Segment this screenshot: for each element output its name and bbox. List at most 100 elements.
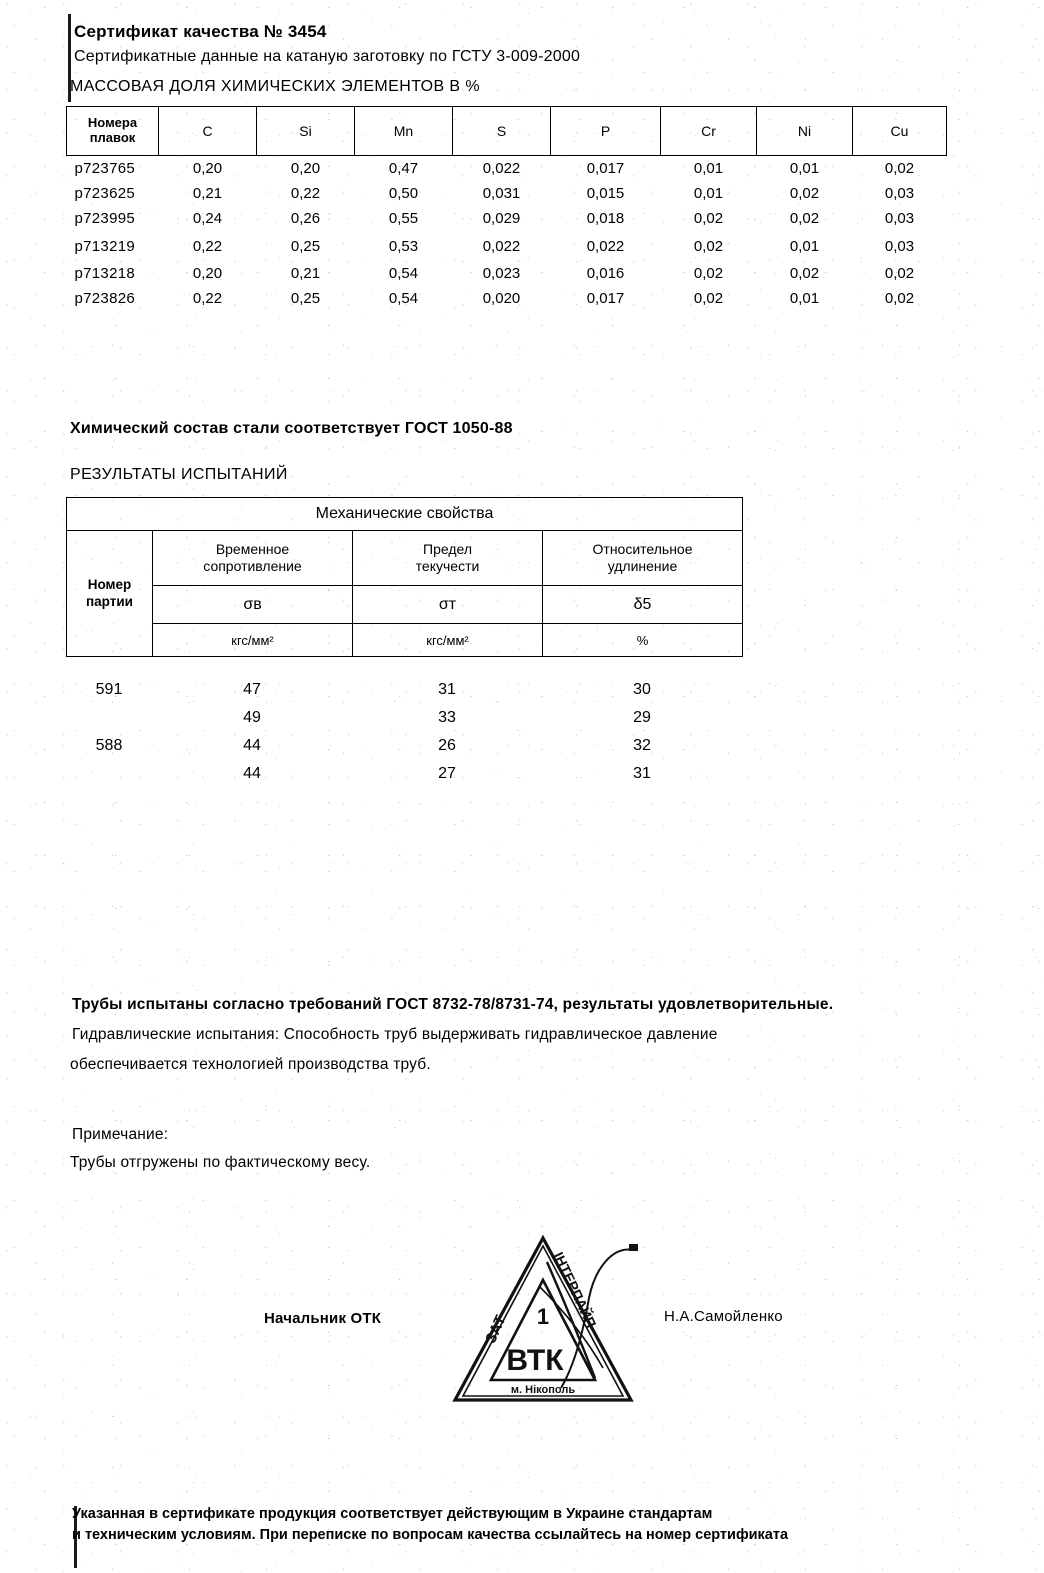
chem-cell-cr: 0,02 [693, 237, 724, 255]
chem-cell-cu: 0,03 [884, 185, 915, 202]
chem-col-header-ni: Ni [756, 106, 853, 156]
chem-col-header-heat-line2: плавок [89, 130, 136, 145]
chem-cell-p: 0,016 [586, 265, 625, 282]
chem-cell-c: 0,24 [192, 210, 223, 227]
mech-symbol-elongation: δ5 [541, 585, 744, 624]
mech-col-header-tensile-line1: Временное [215, 540, 290, 557]
mech-cell-yield: 26 [438, 737, 456, 754]
footer-block: Указанная в сертификате продукция соотве… [72, 1504, 972, 1570]
chem-col-header-c: C [158, 106, 257, 156]
chem-cell-cr: 0,02 [693, 290, 724, 307]
chem-cell-ni: 0,02 [789, 210, 820, 227]
table-row: 44 27 31 [66, 760, 742, 788]
chem-cell-si: 0,25 [290, 290, 321, 307]
mech-cell-lot [66, 704, 152, 732]
chem-cell-si: 0,26 [290, 210, 321, 227]
chem-col-header-cr: Cr [660, 106, 757, 156]
mech-cell-elongation: 29 [633, 709, 651, 726]
test-statement-line1: Трубы испытаны согласно требований ГОСТ … [72, 996, 834, 1013]
mech-table-span-row: Механические свойства [65, 497, 744, 531]
chem-cell-heat: p723765 [74, 160, 135, 177]
chem-cell-cu: 0,02 [884, 265, 915, 282]
chem-cell-p: 0,017 [586, 290, 625, 307]
chem-cell-s: 0,029 [482, 210, 521, 227]
test-statement-line3: обеспечивается технологией производства … [70, 1056, 431, 1073]
chem-cell-ni: 0,02 [789, 265, 820, 282]
mech-unit-row: кгс/мм² кгс/мм² % [67, 623, 744, 657]
chem-standard-note: Химический состав стали соответствует ГО… [70, 420, 513, 437]
mech-cell-elongation: 31 [633, 765, 651, 782]
chem-cell-mn: 0,55 [388, 210, 419, 227]
chem-cell-si: 0,25 [290, 237, 321, 255]
results-heading: РЕЗУЛЬТАТЫ ИСПЫТАНИЙ [70, 466, 288, 483]
chem-cell-si: 0,21 [290, 265, 321, 282]
chem-section-heading: МАССОВАЯ ДОЛЯ ХИМИЧЕСКИХ ЭЛЕМЕНТОВ В % [70, 78, 480, 95]
mech-cell-lot: 591 [95, 681, 123, 698]
chem-cell-cu: 0,03 [884, 237, 915, 255]
chem-cell-mn: 0,53 [388, 237, 419, 255]
mech-col-header-yield: Предел текучести [352, 530, 543, 586]
mech-col-header-elongation: Относительное удлинение [541, 530, 744, 586]
chem-cell-mn: 0,54 [388, 290, 419, 307]
chem-cell-cr: 0,02 [693, 210, 724, 227]
mech-cell-tensile: 44 [243, 765, 261, 782]
chem-cell-cu: 0,02 [884, 290, 915, 307]
chem-cell-heat: p723826 [74, 290, 135, 307]
stamp-center-number: 1 [537, 1304, 549, 1329]
mechanical-properties-table: Механические свойства Номер партии Време… [65, 497, 744, 657]
stamp-bottom-label: м. Нікополь [511, 1384, 575, 1396]
chem-cell-c: 0,20 [192, 265, 223, 282]
chem-cell-si: 0,20 [290, 160, 321, 177]
table-row: 49 33 29 [66, 704, 742, 732]
mech-unit-elongation: % [541, 623, 744, 657]
table-row: p723765 0,20 0,20 0,47 0,022 0,017 0,01 … [67, 156, 947, 182]
chem-cell-mn: 0,47 [388, 160, 419, 177]
chem-cell-mn: 0,50 [388, 185, 419, 202]
mech-cell-tensile: 44 [243, 737, 261, 754]
chem-col-header-mn: Mn [354, 106, 453, 156]
signature-ink-blot [629, 1244, 638, 1251]
chem-cell-p: 0,015 [586, 185, 625, 202]
signature-name: Н.А.Самойленко [664, 1308, 783, 1325]
chem-cell-p: 0,018 [586, 210, 625, 227]
table-row: 588 44 26 32 [66, 732, 742, 760]
chem-cell-heat: p723995 [74, 210, 135, 227]
stamp-inner-triangle [488, 1277, 598, 1382]
mech-cell-elongation: 30 [633, 681, 651, 698]
chem-cell-ni: 0,02 [789, 185, 820, 202]
stamp-center-label: ВТК [506, 1344, 564, 1377]
stamp-outer-triangle [452, 1234, 634, 1402]
chem-col-header-s: S [452, 106, 551, 156]
chem-col-header-p: P [550, 106, 661, 156]
chem-cell-mn: 0,54 [388, 265, 419, 282]
note-label: Примечание: [72, 1126, 169, 1143]
chem-cell-cr: 0,02 [693, 265, 724, 282]
table-row: p723995 0,24 0,26 0,55 0,029 0,018 0,02 … [67, 206, 947, 231]
mech-unit-tensile: кгс/мм² [152, 623, 353, 657]
mech-cell-yield: 31 [438, 681, 456, 698]
mech-symbol-row: σв σт δ5 [67, 585, 744, 624]
chem-cell-ni: 0,01 [789, 237, 820, 255]
table-row: p723826 0,22 0,25 0,54 0,020 0,017 0,02 … [67, 286, 947, 311]
note-text: Трубы отгружены по фактическому весу. [70, 1154, 371, 1171]
header-subtitle: Сертификатные данные на катаную заготовк… [74, 48, 581, 65]
chem-cell-p: 0,017 [586, 160, 625, 177]
chem-table-header-row: Номера плавок C Si Mn S P Cr Ni Cu [66, 106, 947, 156]
chem-cell-s: 0,022 [482, 160, 521, 177]
chem-cell-c: 0,22 [192, 237, 223, 255]
mech-span-title: Механические свойства [65, 497, 744, 531]
chem-cell-s: 0,023 [482, 265, 521, 282]
mech-col-header-elongation-line2: удлинение [607, 558, 678, 574]
table-row: p713218 0,20 0,21 0,54 0,023 0,016 0,02 … [67, 261, 947, 286]
mech-col-header-tensile-line2: сопротивление [203, 558, 302, 574]
handwritten-signature [538, 1248, 634, 1389]
mech-col-header-yield-line1: Предел [423, 540, 472, 557]
chem-cell-c: 0,20 [192, 160, 223, 177]
footer-line-2: и техническим условиям. При переписке по… [72, 1527, 789, 1544]
chem-cell-si: 0,22 [290, 185, 321, 202]
chem-col-header-cu: Cu [852, 106, 947, 156]
mech-cell-yield: 33 [438, 709, 456, 726]
chem-cell-cu: 0,03 [884, 210, 915, 227]
mech-col-header-lot-line2: партии [86, 593, 133, 609]
